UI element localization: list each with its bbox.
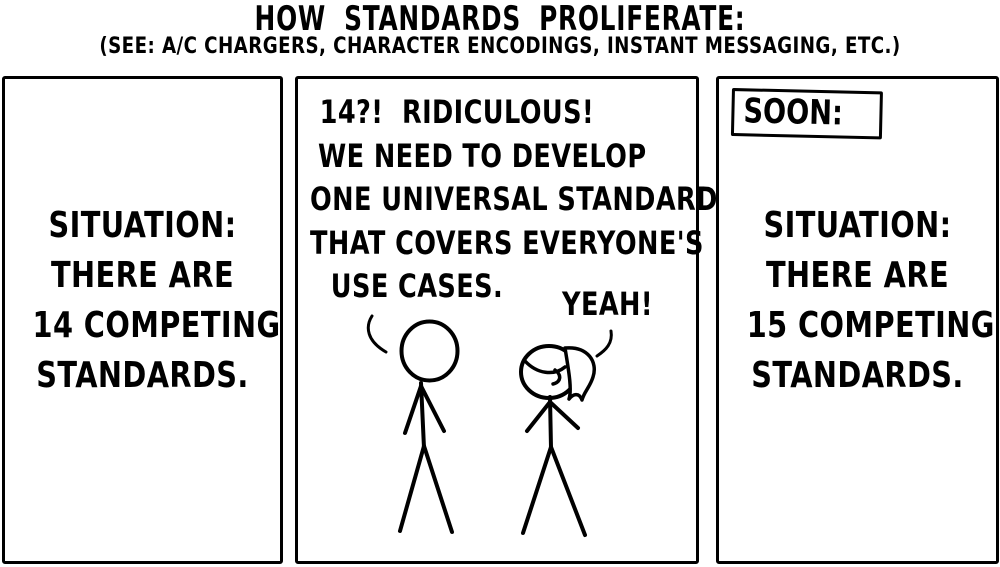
man-right-arm — [419, 384, 446, 433]
caption-line: STANDARDS. — [751, 355, 964, 396]
caption-line: 14 COMPETING — [32, 305, 281, 346]
man-right-leg — [422, 444, 454, 534]
woman-ponytail — [563, 346, 596, 402]
man-stick-figure — [366, 314, 460, 534]
comic-title: HOW STANDARDS PROLIFERATE: — [254, 0, 746, 39]
soon-label: SOON: — [743, 91, 844, 134]
man-left-arm — [403, 384, 423, 435]
panel-first-caption: SITUATION: THERE ARE 14 COMPETING STANDA… — [32, 201, 281, 401]
soon-label-box: SOON: — [730, 88, 884, 140]
woman-hair-hook — [551, 368, 562, 386]
speech-line: WE NEED TO DEVELOP — [318, 136, 647, 175]
comic-subtitle: (SEE: A/C CHARGERS, CHARACTER ENCODINGS,… — [99, 34, 901, 59]
panel-first: SITUATION: THERE ARE 14 COMPETING STANDA… — [2, 76, 283, 564]
caption-line: THERE ARE — [50, 255, 235, 296]
caption-line: 15 COMPETING — [746, 305, 995, 346]
speech-line: ONE UNIVERSAL STANDARD — [310, 180, 718, 218]
speech-tail-curve — [366, 314, 388, 354]
stick-figures-drawing — [366, 314, 613, 537]
speech-text: 14?! RIDICULOUS! WE NEED TO DEVELOP ONE … — [310, 91, 718, 309]
woman-left-arm — [525, 400, 552, 433]
man-head — [399, 319, 460, 383]
panel-last-caption: SITUATION: THERE ARE 15 COMPETING STANDA… — [746, 201, 995, 401]
caption-line: SITUATION: — [48, 205, 237, 246]
woman-torso — [548, 395, 553, 450]
speech-line: THAT COVERS EVERYONE'S — [310, 223, 704, 262]
yeah-tail-curve — [595, 329, 613, 358]
caption-line: THERE ARE — [765, 255, 950, 296]
speech-line: USE CASES. — [330, 267, 504, 305]
woman-hair-fringe — [523, 359, 567, 375]
reply-text: YEAH! — [562, 285, 653, 323]
woman-left-leg — [521, 445, 553, 535]
caption-line: SITUATION: — [763, 205, 952, 246]
man-torso — [419, 381, 426, 450]
woman-right-arm — [548, 400, 580, 430]
woman-ponytail-stick-figure — [519, 329, 613, 537]
panel-last: SOON: SITUATION: THERE ARE 15 COMPETING … — [716, 76, 999, 564]
woman-right-leg — [549, 445, 587, 537]
speech-line: 14?! RIDICULOUS! — [319, 93, 595, 131]
man-left-leg — [398, 444, 426, 533]
caption-line: STANDARDS. — [36, 355, 249, 396]
panel-middle: 14?! RIDICULOUS! WE NEED TO DEVELOP ONE … — [295, 76, 717, 564]
